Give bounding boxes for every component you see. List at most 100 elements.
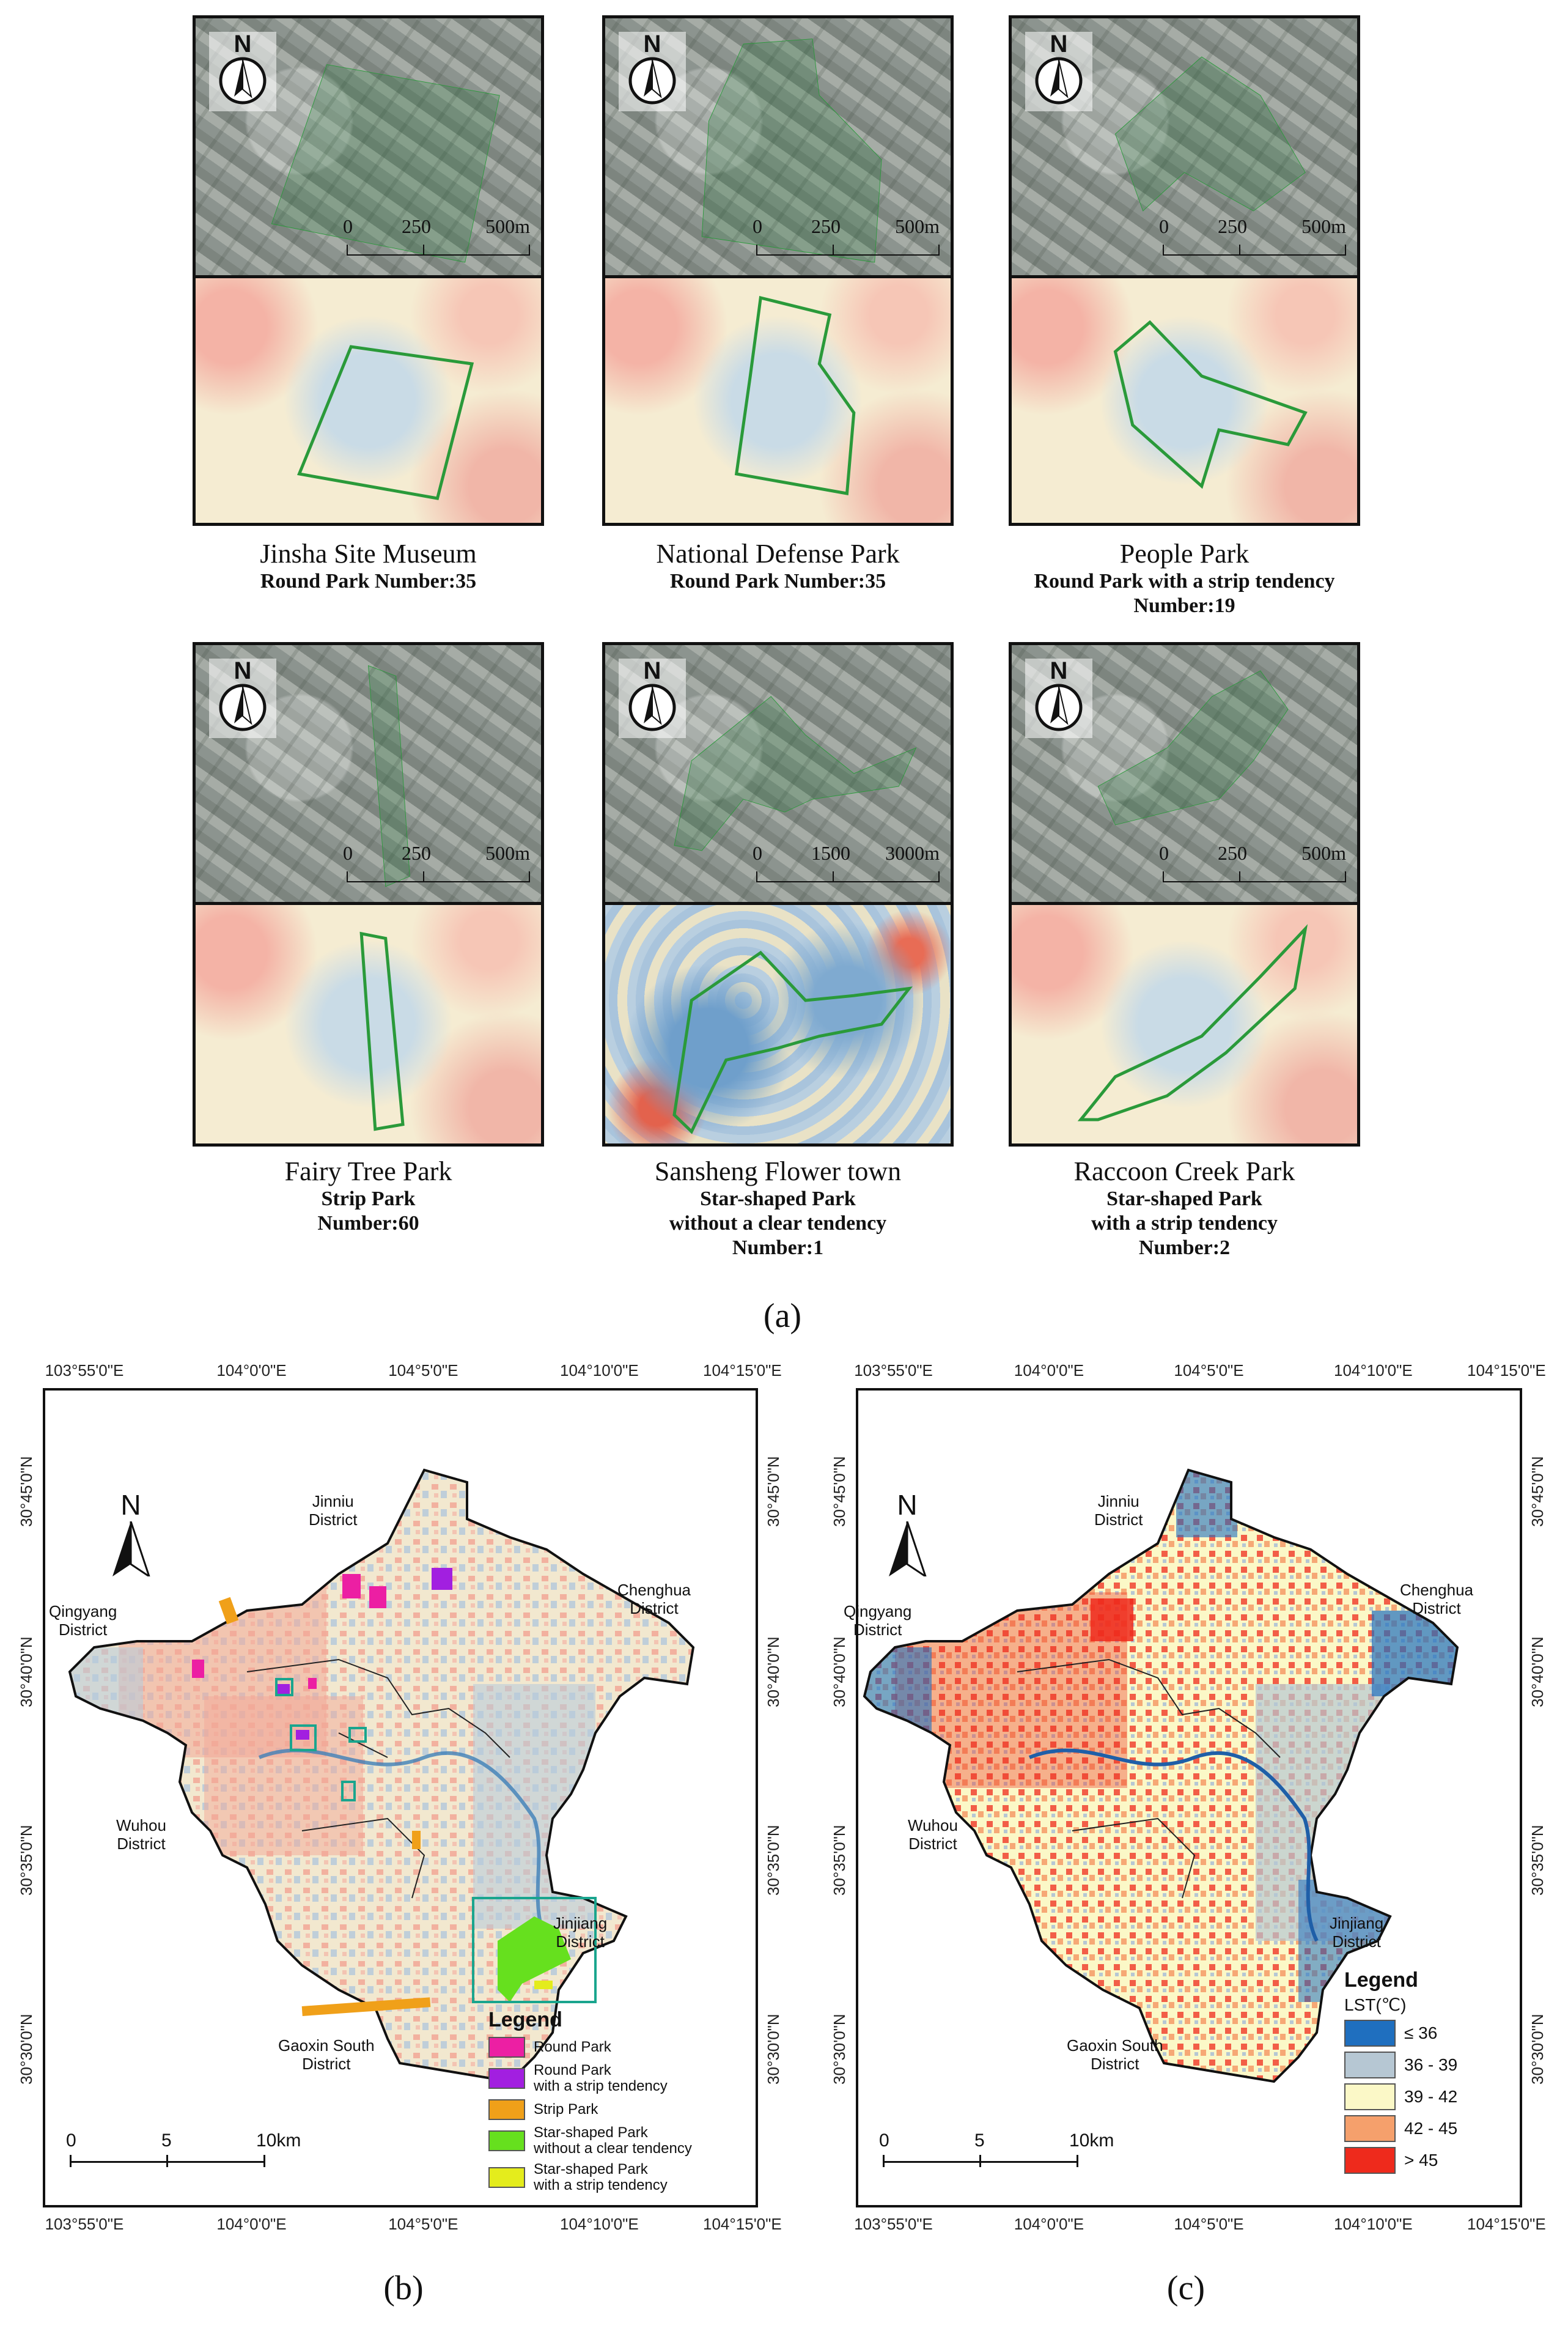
legend-label: > 45	[1404, 2151, 1438, 2170]
park-type-line: Star-shaped Park	[1106, 1188, 1262, 1210]
park-caption: People Park Round Park with a strip tende…	[984, 538, 1385, 618]
panel-c-top-coord: 104°0'0"E	[1014, 1361, 1084, 1380]
panel-c-left-coord: 30°35'0"N	[830, 1825, 848, 1896]
satellite-tile: N 0 250 500m	[1009, 15, 1360, 278]
panel-c-scalebar: 0 5 10km	[879, 2130, 1115, 2179]
panel-c-legend-title: Legend	[1344, 1968, 1418, 1992]
scale-label-0: 0	[1159, 842, 1169, 864]
panel-c-bottom-coord: 104°0'0"E	[1014, 2215, 1084, 2233]
panel-c-scale-5: 5	[974, 2130, 985, 2151]
lst-heat-tile	[1009, 275, 1360, 526]
park-boundary-satellite	[605, 645, 951, 902]
legend-swatch	[1344, 2083, 1396, 2110]
panel-b-north-arrow: N	[106, 1488, 155, 1579]
legend-swatch	[488, 2130, 525, 2151]
panel-c-right-coord: 30°40'0"N	[1528, 1636, 1547, 1708]
panel-b-district-label: Chenghua District	[617, 1581, 691, 1617]
scale-label-0: 0	[753, 842, 762, 864]
panel-c-district-label: Gaoxin South District	[1067, 2036, 1163, 2073]
panel-c-bottom-coord: 104°5'0"E	[1174, 2215, 1244, 2233]
legend-label: Star-shaped Park with a strip tendency	[534, 2161, 668, 2193]
park-name: Jinsha Site Museum	[260, 539, 477, 569]
legend-item: Round Park with a strip tendency	[488, 2063, 757, 2094]
panel-c-district-label: Jinjiang District	[1330, 1914, 1384, 1951]
legend-swatch	[488, 2099, 525, 2120]
lst-heat-tile	[602, 902, 954, 1147]
satellite-tile: N 0 250 500m	[193, 15, 544, 278]
panel-c-right-coord: 30°35'0"N	[1528, 1825, 1547, 1896]
panel-c-north-arrow-icon	[889, 1521, 927, 1579]
scale-bar: 0 250 500m	[343, 842, 530, 891]
legend-label: 36 - 39	[1404, 2055, 1458, 2074]
legend-item: Star-shaped Park with a strip tendency	[488, 2162, 757, 2193]
panel-c-district-label: Wuhou District	[908, 1816, 958, 1853]
panel-c-bottom-coord: 104°15'0"E	[1467, 2215, 1546, 2233]
satellite-tile: N 0 1500 3000m	[602, 642, 954, 905]
panel-b-map: N Legend Round Park Round Park with a str…	[43, 1388, 758, 2207]
legend-item: 42 - 45	[1344, 2115, 1503, 2142]
scale-label-max: 500m	[1301, 215, 1346, 237]
park-caption: Fairy Tree Park Strip Park Number:60	[168, 1156, 569, 1236]
panel-b-top-coord: 104°10'0"E	[560, 1361, 639, 1380]
legend-swatch	[1344, 2020, 1396, 2047]
lst-heat-tile	[193, 275, 544, 526]
park-type-line: Round Park Number:35	[260, 570, 477, 593]
panel-b-left-coord: 30°35'0"N	[17, 1825, 35, 1896]
panel-b-district-label: Qingyang District	[49, 1602, 117, 1639]
panel-c-left-coord: 30°45'0"N	[830, 1456, 848, 1527]
panel-c-legend: Legend LST(℃) ≤ 36 36 - 39 39 - 42 42 - 45 >…	[1344, 1968, 1503, 2174]
legend-label: Strip Park	[534, 2101, 598, 2118]
scale-label-0: 0	[1159, 215, 1169, 237]
park-type-line: Number:2	[1138, 1236, 1231, 1259]
park-type-line: without a clear tendency	[669, 1212, 887, 1235]
scale-label-mid: 250	[1218, 842, 1247, 864]
panel-c-scale-10: 10km	[1069, 2130, 1114, 2151]
north-label: N	[643, 31, 661, 57]
panel-b-right-coord: 30°40'0"N	[764, 1636, 782, 1708]
panel-c-right-coord: 30°30'0"N	[1528, 2013, 1547, 2085]
park-boundary-lst	[196, 905, 541, 1143]
panel-c-top-coord: 104°15'0"E	[1467, 1361, 1546, 1380]
park-type-line: Star-shaped Park	[700, 1188, 856, 1210]
panel-b-label: (b)	[383, 2269, 424, 2307]
scale-label-mid: 250	[402, 215, 431, 237]
legend-label: ≤ 36	[1404, 2023, 1438, 2042]
north-arrow: N	[619, 659, 686, 738]
north-label: N	[234, 657, 252, 684]
panel-b-bottom-coord: 104°5'0"E	[388, 2215, 458, 2233]
park-boundary-lst	[196, 278, 541, 523]
panel-b-legend: Legend Round Park Round Park with a strip…	[488, 2008, 757, 2193]
legend-label: Round Park with a strip tendency	[534, 2062, 668, 2094]
satellite-tile: N 0 250 500m	[193, 642, 544, 905]
panel-b-district-label: Jinjiang District	[553, 1914, 608, 1951]
legend-swatch	[1344, 2115, 1396, 2142]
panel-b-district-label: Gaoxin South District	[278, 2036, 375, 2073]
legend-label: Round Park	[534, 2039, 611, 2055]
scale-label-max: 500m	[1301, 842, 1346, 864]
panel-b-legend-title: Legend	[488, 2008, 562, 2031]
park-caption: Raccoon Creek Park Star-shaped Park with a…	[984, 1156, 1385, 1260]
scale-bar: 0 250 500m	[1159, 215, 1346, 264]
panel-b-district-label: Jinniu District	[309, 1492, 358, 1529]
panel-b-top-coord: 104°5'0"E	[388, 1361, 458, 1380]
panel-c-north-arrow: N	[883, 1488, 932, 1579]
panel-c-legend-rows: ≤ 36 36 - 39 39 - 42 42 - 45 > 45	[1344, 2020, 1503, 2174]
panel-c-top-coord: 104°5'0"E	[1174, 1361, 1244, 1380]
panel-b-left-coord: 30°45'0"N	[17, 1456, 35, 1527]
panel-c-bottom-coord: 103°55'0"E	[854, 2215, 933, 2233]
panel-b-highlight-boxes	[275, 1678, 597, 2003]
park-type-line: Number:1	[732, 1236, 824, 1259]
scale-label-0: 0	[343, 842, 353, 864]
park-name: Sansheng Flower town	[654, 1156, 902, 1186]
park-type-line: Number:19	[1133, 594, 1235, 617]
panel-b-bottom-coord: 104°0'0"E	[216, 2215, 287, 2233]
legend-item: 36 - 39	[1344, 2052, 1503, 2078]
panel-b-left-coord: 30°30'0"N	[17, 2013, 35, 2085]
legend-swatch	[1344, 2052, 1396, 2078]
panel-b-bottom-coord: 104°15'0"E	[703, 2215, 782, 2233]
panel-c-district-label: Qingyang District	[844, 1602, 912, 1639]
north-label: N	[1050, 657, 1068, 684]
scale-label-0: 0	[753, 215, 762, 237]
park-boundary-lst	[605, 905, 951, 1143]
panel-c-district-label: Jinniu District	[1094, 1492, 1143, 1529]
